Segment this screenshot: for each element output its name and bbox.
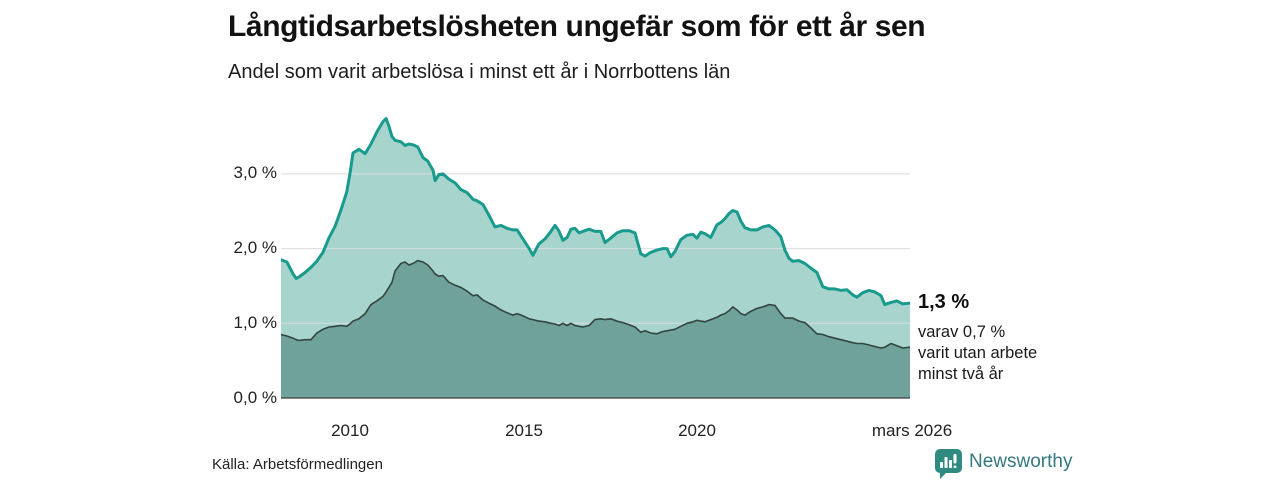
x-axis-label-2015: 2015 (505, 421, 543, 440)
area-series-two-years (281, 260, 910, 398)
y-axis-label-0: 0,0 % (233, 388, 277, 407)
x-axis-label-mars-2026: mars 2026 (871, 421, 953, 440)
newsworthy-logo-icon (935, 449, 962, 479)
source-attribution: Källa: Arbetsförmedlingen (212, 456, 383, 473)
line-series-two-years (281, 259, 910, 349)
x-axis-label-2010: 2010 (331, 421, 369, 440)
y-axis-label-3: 3,0 % (233, 163, 277, 182)
newsworthy-logo-text: Newsworthy (969, 451, 1073, 472)
x-axis-label-2020: 2020 (678, 421, 716, 440)
area-chart-plot (281, 117, 910, 399)
chart-subtitle: Andel som varit arbetslösa i minst ett å… (228, 61, 731, 83)
newsworthy-branding: Newsworthy (935, 449, 1072, 479)
page-title: Långtidsarbetslösheten ungefär som för e… (228, 10, 926, 43)
y-axis-label-1: 1,0 % (233, 313, 277, 332)
latest-value-detail: varav 0,7 % varit utan arbete minst två … (918, 323, 1038, 383)
line-series-total (281, 117, 910, 307)
latest-value-label: 1,3 % (918, 291, 970, 313)
y-axis-label-2: 2,0 % (233, 238, 277, 257)
